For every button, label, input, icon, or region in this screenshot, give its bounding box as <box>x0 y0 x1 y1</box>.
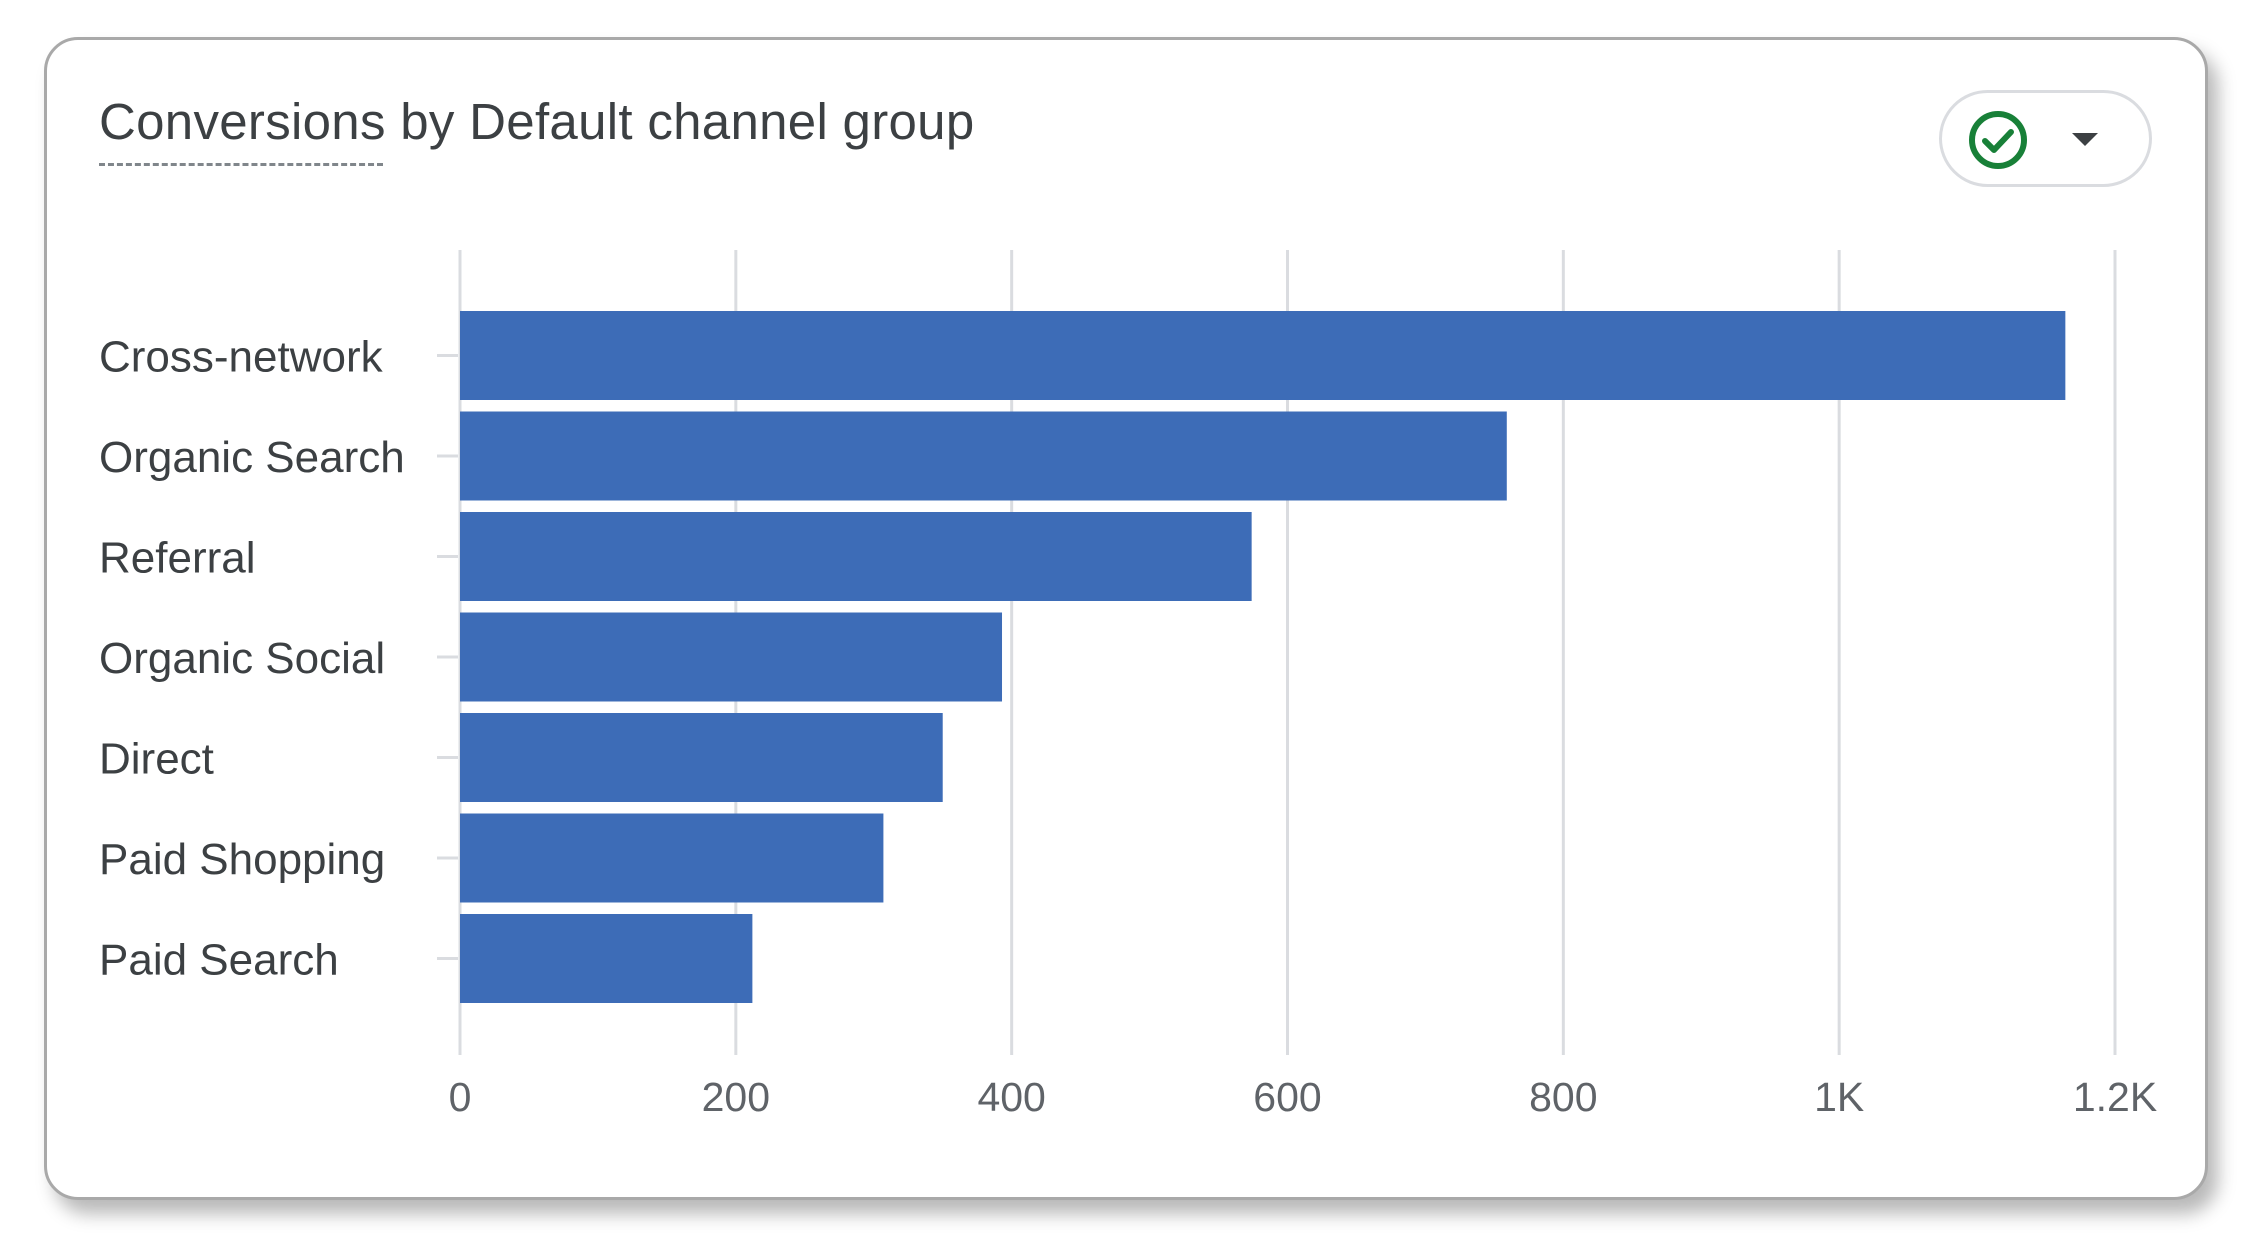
chart-title[interactable]: Conversions by Default channel group <box>99 93 975 150</box>
check-circle-icon <box>1969 111 2027 169</box>
category-label: Organic Search <box>99 433 405 482</box>
x-tick-label: 400 <box>977 1074 1045 1120</box>
x-tick-label: 600 <box>1253 1074 1321 1120</box>
bar <box>460 612 1003 702</box>
x-tick-label: 1K <box>1814 1074 1864 1120</box>
bar <box>460 311 2066 400</box>
x-tick-label: 200 <box>702 1074 770 1120</box>
category-label: Paid Shopping <box>99 835 385 884</box>
bar <box>460 713 943 802</box>
title-underline <box>99 163 383 166</box>
bar <box>460 914 753 1003</box>
category-label: Organic Social <box>99 634 385 683</box>
bar <box>460 411 1507 501</box>
bar <box>460 512 1252 601</box>
x-tick-label: 800 <box>1529 1074 1597 1120</box>
category-label: Cross-network <box>99 333 384 382</box>
chevron-down-icon <box>2072 133 2098 146</box>
bar <box>460 813 884 903</box>
data-quality-dropdown[interactable] <box>1939 90 2152 187</box>
x-tick-label: 0 <box>449 1074 472 1120</box>
category-label: Paid Search <box>99 936 339 985</box>
category-label: Referral <box>99 534 256 583</box>
category-label: Direct <box>99 735 214 784</box>
chart-card <box>44 37 2208 1200</box>
x-tick-label: 1.2K <box>2073 1074 2157 1120</box>
